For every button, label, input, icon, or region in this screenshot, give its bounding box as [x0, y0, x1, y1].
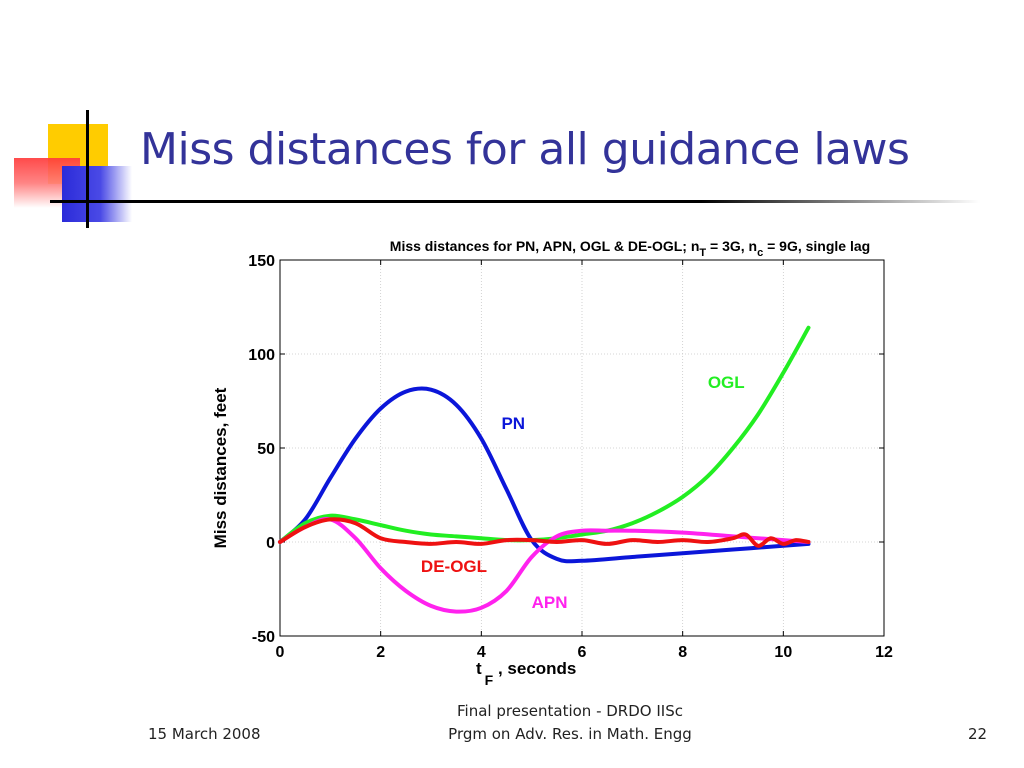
chart-title-end: = 9G, single lag — [763, 238, 870, 254]
miss-distance-chart: Miss distances for PN, APN, OGL & DE-OGL… — [211, 238, 893, 688]
series-line-de-ogl — [278, 517, 811, 548]
annotation-ogl: OGL — [708, 373, 745, 392]
chart-title-mid: = 3G, n — [706, 238, 757, 254]
series-layer — [278, 325, 811, 614]
x-tick-label: 4 — [477, 644, 486, 661]
x-tick-label: 8 — [678, 644, 687, 661]
x-axis-label-end: , seconds — [493, 659, 576, 678]
annotation-layer: PN OGL DE-OGL APN — [421, 373, 745, 612]
footer-center: Final presentation - DRDO IISc Prgm on A… — [380, 700, 760, 746]
footer-center-line2: Prgm on Adv. Res. in Math. Engg — [448, 725, 692, 743]
x-tick-label: 12 — [875, 644, 893, 661]
x-axis-label: tF , seconds — [476, 659, 576, 688]
title-underline — [50, 200, 980, 203]
x-axis-label-sub: F — [485, 672, 494, 688]
series-line-apn — [278, 517, 811, 614]
annotation-apn: APN — [532, 593, 568, 612]
chart-title-sub2: c — [757, 247, 763, 259]
y-tick-label: 50 — [257, 441, 275, 458]
decor-vertical-line — [86, 110, 89, 228]
slide-title: Miss distances for all guidance laws — [140, 124, 910, 175]
decor-blue-square — [62, 166, 132, 222]
x-tick-label: 10 — [774, 644, 792, 661]
annotation-pn: PN — [501, 414, 525, 433]
y-tick-label: 100 — [248, 347, 275, 364]
y-tick-label: 150 — [248, 253, 275, 270]
chart-title-sub1: T — [699, 247, 706, 259]
annotation-de-ogl: DE-OGL — [421, 557, 487, 576]
chart-title: Miss distances for PN, APN, OGL & DE-OGL… — [390, 238, 870, 259]
footer-date: 15 March 2008 — [148, 725, 261, 743]
x-tick-label: 6 — [578, 644, 587, 661]
y-tick-label: 0 — [266, 535, 275, 552]
x-axis-label-main: t — [476, 659, 482, 678]
x-tick-label: 0 — [276, 644, 285, 661]
y-axis-label: Miss distances, feet — [211, 387, 230, 548]
page-number: 22 — [968, 725, 988, 743]
series-line-pn — [278, 386, 811, 564]
footer-center-line1: Final presentation - DRDO IISc — [457, 702, 683, 720]
x-tick-label: 2 — [376, 644, 385, 661]
grid-layer — [280, 260, 884, 636]
chart-title-main: Miss distances for PN, APN, OGL & DE-OGL… — [390, 238, 700, 254]
y-tick-label: -50 — [252, 629, 275, 646]
